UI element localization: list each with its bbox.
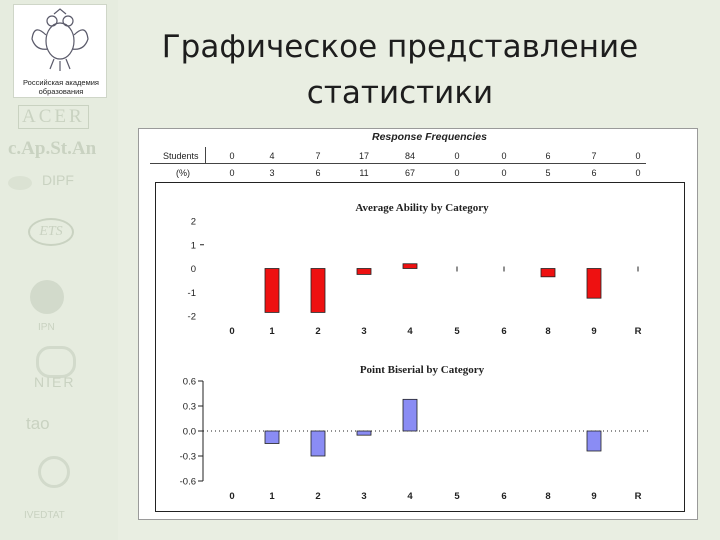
dipf-mark-icon (8, 176, 32, 190)
percent-cell: 0 (635, 168, 641, 178)
nier-heart-icon (36, 346, 76, 378)
category-label: 8 (545, 326, 550, 337)
logo-tao: tao (26, 414, 50, 433)
percent-cell: 5 (545, 168, 551, 178)
table-divider (205, 147, 206, 163)
students-cell: 0 (229, 151, 235, 161)
y-tick-label: -2 (188, 312, 196, 323)
students-cell: 6 (545, 151, 551, 161)
percent-cell: 0 (501, 168, 507, 178)
students-cell: 0 (635, 151, 641, 161)
y-tick-label: 2 (191, 217, 196, 228)
charts-frame (155, 182, 685, 512)
bar (264, 268, 280, 313)
category-label: 1 (269, 491, 275, 502)
percent-cell: 3 (269, 168, 275, 178)
percent-cell: 6 (591, 168, 597, 178)
y-tick-label: -1 (188, 288, 196, 299)
bar (264, 430, 280, 444)
students-cell: 17 (358, 151, 369, 161)
logo-ivedtat: IVEDTAT (24, 510, 65, 521)
category-label: 2 (315, 326, 320, 337)
y-tick-label: -0.6 (180, 477, 196, 488)
academy-caption: Российская академия образования (16, 78, 106, 96)
category-label: 9 (591, 491, 596, 502)
y-tick-label: 0 (191, 264, 196, 275)
category-label: R (635, 326, 642, 337)
bar (586, 268, 602, 299)
slide-title-line-1: Графическое представление (161, 29, 639, 65)
category-label: 9 (591, 326, 596, 337)
bar (310, 430, 326, 457)
logo-capstan: c.Ap.St.An (8, 138, 97, 159)
category-label: 4 (407, 491, 413, 502)
students-cell: 0 (454, 151, 460, 161)
category-label: 8 (545, 491, 550, 502)
ipn-globe-icon (30, 280, 64, 314)
logo-acer: ACER (18, 105, 89, 129)
category-label: 6 (501, 491, 506, 502)
bar (310, 268, 326, 313)
bar (356, 268, 372, 275)
category-label: 4 (407, 326, 413, 337)
academy-line-1: Российская академия (23, 78, 99, 87)
logo-sidebar: Российская академия образования ACER c.A… (0, 0, 118, 540)
slide-title: Графическое представление статистики (120, 24, 680, 116)
category-label: 5 (454, 491, 460, 502)
category-label: 0 (229, 326, 234, 337)
academy-line-2: образования (38, 87, 84, 96)
y-tick-label: -0.3 (180, 452, 196, 463)
y-tick-label: 1 (191, 240, 196, 251)
bar (586, 430, 602, 452)
bar (402, 398, 418, 432)
category-label: 3 (361, 491, 366, 502)
category-label: 5 (454, 326, 460, 337)
students-row-underline (150, 163, 646, 164)
bar (540, 268, 556, 278)
percent-cell: 0 (454, 168, 460, 178)
students-row-label: Students (163, 151, 199, 161)
double-headed-eagle-icon (31, 8, 89, 71)
logo-ets: ETS (28, 218, 74, 246)
logo-nier: NIER (34, 374, 76, 390)
category-label: 6 (501, 326, 506, 337)
percent-cell: 67 (404, 168, 415, 178)
slide-title-line-2: статистики (306, 75, 494, 111)
students-cell: 84 (404, 151, 415, 161)
logo-ipn: IPN (38, 322, 55, 333)
chart-title: Point Biserial by Category (360, 364, 485, 376)
bar (402, 263, 418, 269)
percent-cell: 0 (229, 168, 235, 178)
students-cell: 4 (269, 151, 275, 161)
y-tick-label: 0.0 (183, 427, 196, 438)
category-label: 3 (361, 326, 366, 337)
y-tick-label: 0.3 (183, 402, 196, 413)
response-frequencies-title: Response Frequencies (372, 131, 487, 143)
category-label: 1 (269, 326, 275, 337)
percent-row-label: (%) (176, 168, 190, 178)
y-tick-label: 0.6 (183, 377, 196, 388)
students-cell: 7 (315, 151, 321, 161)
category-label: 2 (315, 491, 320, 502)
ivedtat-mark-icon (38, 456, 70, 488)
students-cell: 0 (501, 151, 507, 161)
emblem-frame: Российская академия образования (13, 4, 107, 98)
students-cell: 7 (591, 151, 597, 161)
percent-cell: 6 (315, 168, 321, 178)
category-label: 0 (229, 491, 234, 502)
category-label: R (635, 491, 642, 502)
bar (356, 430, 372, 436)
percent-cell: 11 (359, 168, 369, 178)
logo-dipf: DIPF (42, 172, 74, 188)
chart-title: Average Ability by Category (355, 202, 489, 214)
